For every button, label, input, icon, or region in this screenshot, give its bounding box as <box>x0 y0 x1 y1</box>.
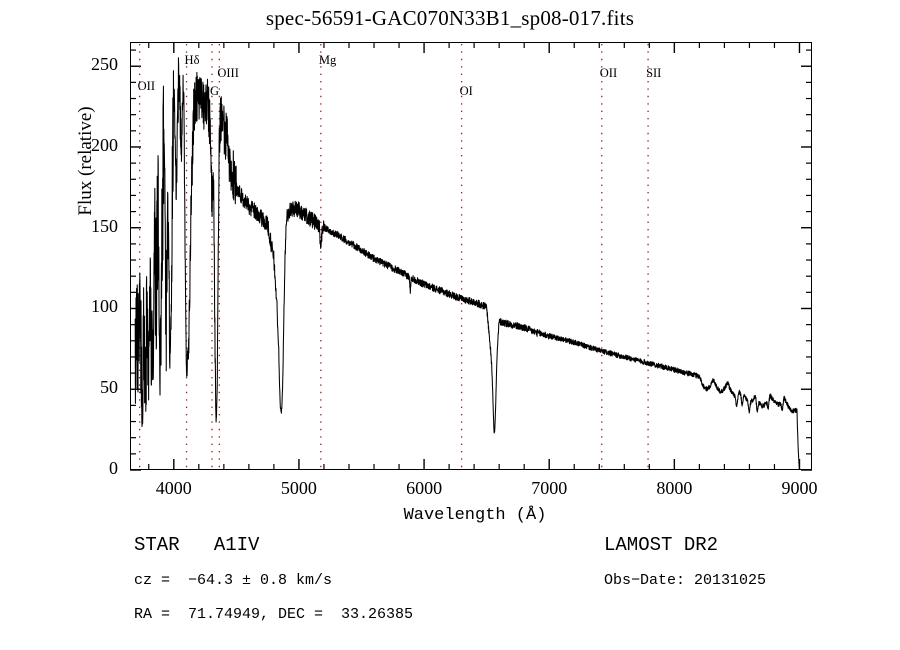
footer-coords: RA = 71.74949, DEC = 33.26385 <box>134 606 414 623</box>
footer-spectral-class: A1IV <box>213 534 260 556</box>
footer-cz: cz = −64.3 ± 0.8 km/s <box>134 572 333 589</box>
line-label-OIII-2: OIII <box>217 66 239 80</box>
line-label-Mg-4: Mg <box>318 53 337 67</box>
y-tick-200: 200 <box>91 134 118 155</box>
line-label-OII-6: OII <box>599 66 618 80</box>
plot-frame <box>130 42 812 470</box>
line-label-H-1: Hδ <box>184 53 200 67</box>
y-tick-100: 100 <box>91 296 118 317</box>
line-label-OII-0: OII <box>137 79 155 93</box>
y-tick-150: 150 <box>91 215 118 236</box>
x-axis-label: Wavelength (Å) <box>403 506 547 525</box>
footer-obs-date: Obs−Date: 20131025 <box>604 572 767 589</box>
x-tick-5000: 5000 <box>280 478 317 498</box>
y-tick-50: 50 <box>100 377 118 398</box>
footer-object-type: STAR <box>134 534 180 556</box>
y-tick-0: 0 <box>109 458 118 478</box>
y-tick-250: 250 <box>91 54 118 75</box>
line-label-SII-7: SII <box>646 66 662 80</box>
page-title: spec-56591-GAC070N33B1_sp08-017.fits <box>265 6 635 30</box>
line-label-OI-5: OI <box>459 84 473 98</box>
x-tick-7000: 7000 <box>531 478 568 498</box>
x-tick-9000: 9000 <box>781 478 818 498</box>
footer-survey: LAMOST DR2 <box>604 534 719 556</box>
x-tick-4000: 4000 <box>155 478 192 498</box>
x-tick-8000: 8000 <box>656 478 693 498</box>
x-tick-6000: 6000 <box>406 478 443 498</box>
spectrum-trace <box>134 57 801 470</box>
footer-object-line: STAR A1IV <box>134 534 259 556</box>
line-label-G-3: G <box>209 84 219 98</box>
